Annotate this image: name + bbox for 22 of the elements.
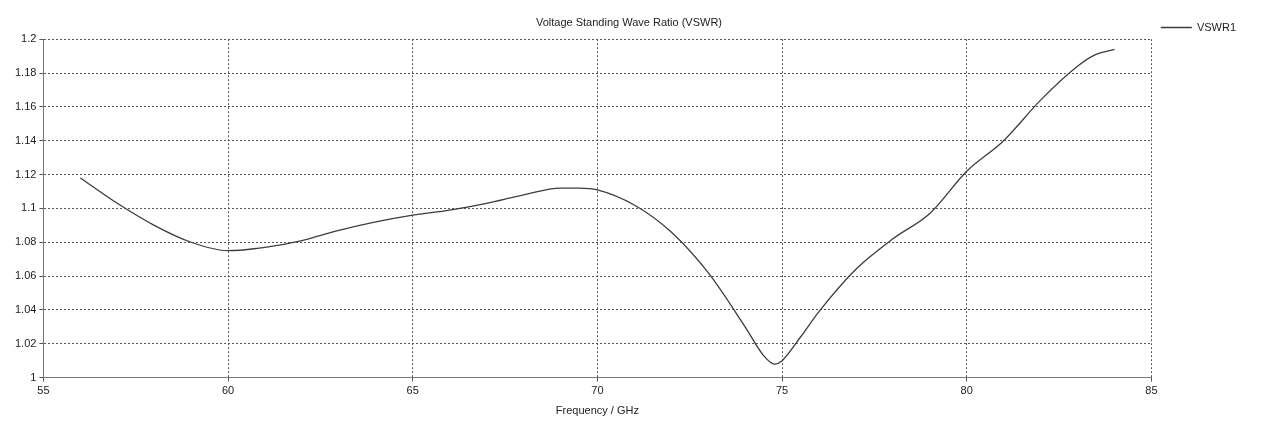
x-tick-label: 80 bbox=[960, 384, 973, 397]
x-axis-title: Frequency / GHz bbox=[555, 404, 639, 417]
x-tick-label: 85 bbox=[1145, 384, 1158, 397]
y-tick-label: 1.1 bbox=[21, 201, 37, 214]
y-tick-label: 1.2 bbox=[21, 32, 37, 45]
y-tick-label: 1.18 bbox=[14, 66, 37, 79]
legend-label: VSWR1 bbox=[1196, 20, 1237, 33]
x-tick-label: 70 bbox=[591, 384, 604, 397]
y-tick-label: 1.02 bbox=[14, 336, 37, 349]
y-tick-label: 1.14 bbox=[14, 133, 37, 146]
y-tick-label: 1.04 bbox=[14, 302, 37, 315]
y-tick-label: 1.12 bbox=[14, 167, 37, 180]
y-tick-label: 1.16 bbox=[14, 99, 37, 112]
x-tick-label: 65 bbox=[406, 384, 419, 397]
x-tick-label: 75 bbox=[775, 384, 789, 397]
y-tick-label: 1.06 bbox=[14, 269, 37, 282]
x-tick-label: 55 bbox=[37, 384, 50, 397]
y-tick-label: 1 bbox=[30, 370, 37, 383]
line-series bbox=[79, 48, 1116, 365]
chart-title: Voltage Standing Wave Ratio (VSWR) bbox=[535, 15, 723, 28]
y-tick-label: 1.08 bbox=[14, 235, 37, 248]
x-tick-label: 60 bbox=[221, 384, 235, 397]
